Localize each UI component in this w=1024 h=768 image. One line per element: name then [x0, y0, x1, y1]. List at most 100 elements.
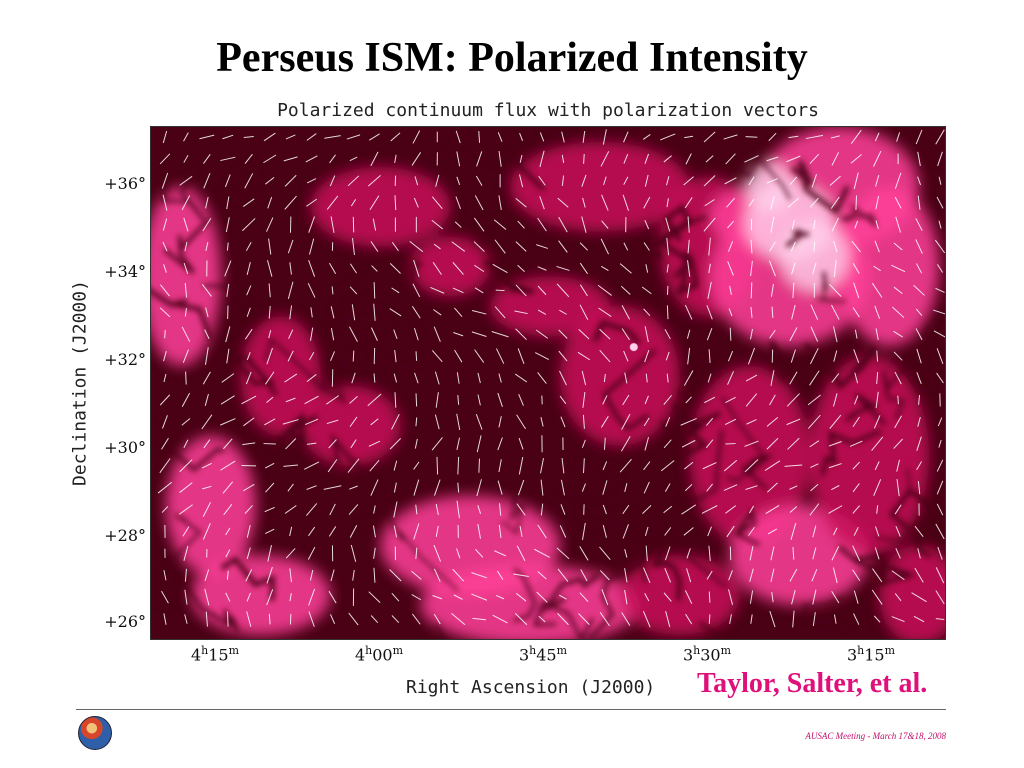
polarization-vector: [666, 198, 669, 208]
polarization-vector: [413, 259, 420, 277]
dark-filament: [845, 393, 887, 426]
polarization-vector: [537, 285, 547, 296]
polarization-vector: [792, 547, 795, 560]
polarization-vector: [263, 154, 277, 164]
polarization-vector: [535, 329, 549, 339]
polarization-vector: [789, 506, 798, 513]
polarization-vector: [644, 395, 649, 405]
polarization-vector: [874, 240, 880, 253]
polarization-vector: [685, 396, 692, 404]
polarization-vector: [809, 348, 819, 365]
polarization-vector: [936, 459, 944, 472]
polarization-vector: [287, 281, 294, 300]
polarization-vector: [478, 458, 480, 473]
polarization-vector: [476, 479, 482, 497]
polarization-vector: [329, 262, 337, 274]
polarization-vector: [855, 195, 858, 210]
polarization-vector: [918, 395, 921, 405]
polarization-vector: [809, 197, 819, 208]
polarization-vector: [665, 610, 671, 628]
polarization-vector: [435, 174, 440, 187]
polarization-vector: [599, 349, 611, 363]
polarization-vector: [937, 151, 943, 167]
polarization-vector: [935, 523, 945, 540]
dark-filament: [660, 402, 705, 449]
polarization-vector: [810, 326, 819, 342]
x-tick-label: 3h30m: [682, 644, 732, 665]
polarization-vector: [619, 263, 632, 274]
polarization-vector: [917, 416, 921, 427]
polarization-vector: [853, 349, 860, 364]
polarization-vector: [666, 176, 670, 186]
polarization-vector: [411, 152, 422, 166]
polarization-vector: [161, 437, 169, 450]
polarization-vector: [681, 439, 696, 448]
polarization-vector: [349, 326, 358, 342]
polarization-vector: [559, 370, 567, 386]
polarization-vector: [703, 217, 716, 232]
polarization-vector: [748, 526, 755, 536]
polarization-vector: [727, 261, 734, 276]
polarization-vector: [284, 174, 297, 187]
polarization-vector: [306, 178, 317, 184]
polarization-vector: [727, 241, 734, 252]
polarization-vector: [435, 503, 439, 516]
polarization-vector: [394, 195, 397, 211]
polarization-vector: [895, 548, 901, 559]
polarization-vector: [935, 287, 945, 293]
polarization-vector: [556, 265, 570, 271]
dark-filament: [386, 256, 425, 283]
polarization-vector: [498, 524, 502, 538]
polarization-vector: [394, 154, 397, 164]
polarization-vector: [577, 351, 591, 361]
polarization-vector: [243, 417, 255, 427]
polarization-vector: [874, 132, 880, 142]
polarization-vector: [515, 328, 527, 341]
polarization-vector: [623, 154, 629, 164]
polarization-vector: [202, 523, 211, 540]
dark-filament: [532, 600, 595, 639]
polarization-vector: [220, 460, 236, 471]
polarization-vector: [222, 481, 234, 494]
polarization-vector: [790, 349, 796, 363]
polarization-vector: [205, 196, 209, 209]
polarization-vector: [911, 592, 927, 603]
polarization-vector: [558, 350, 568, 362]
polarization-vector: [829, 175, 841, 186]
polarization-vector: [451, 613, 466, 626]
polarization-vector: [183, 545, 189, 561]
polarization-vector: [494, 550, 507, 557]
polarization-vector: [199, 134, 215, 140]
polarization-vector: [792, 610, 795, 628]
polarization-vector: [492, 263, 508, 274]
polarization-vector: [455, 130, 461, 144]
polarization-vector: [308, 526, 316, 537]
polarization-vector: [897, 395, 899, 405]
polarization-vector: [744, 155, 759, 163]
dark-filament: [651, 547, 682, 601]
polarization-vector: [264, 418, 276, 426]
polarization-vector: [220, 156, 236, 162]
polarization-vector: [162, 241, 168, 252]
polarization-vector: [784, 464, 803, 467]
polarization-vector: [832, 393, 838, 407]
polarization-vector: [159, 394, 171, 406]
polarization-vector: [161, 506, 169, 513]
dark-filament: [734, 506, 761, 547]
polarization-vector: [854, 329, 858, 339]
polarization-vector: [645, 373, 648, 383]
polarization-vector: [373, 282, 376, 299]
dark-filament: [358, 319, 434, 372]
polarization-vector: [225, 549, 231, 558]
polarization-vector: [851, 240, 861, 253]
polarization-vector: [306, 374, 317, 383]
polarization-vector: [433, 613, 441, 625]
polarization-vector: [434, 414, 440, 430]
polarization-vector: [560, 504, 566, 515]
polarization-vector: [454, 349, 463, 363]
polarization-vector: [370, 241, 379, 252]
dark-filament: [837, 545, 890, 631]
polarization-vector: [809, 153, 820, 164]
polarization-vector: [308, 611, 315, 627]
polarization-vector: [787, 437, 800, 450]
